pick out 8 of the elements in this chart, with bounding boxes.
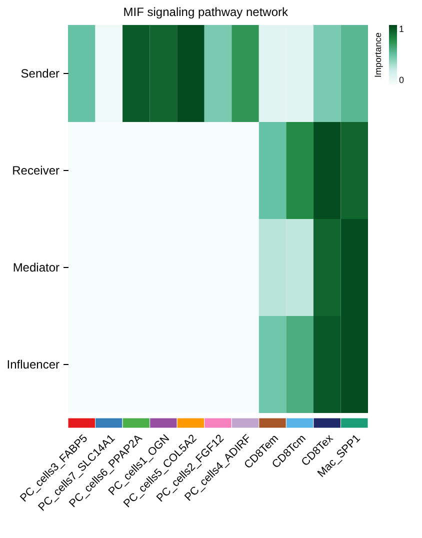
color-bar-title: Importance <box>373 32 383 78</box>
y-tick-label: Mediator <box>12 260 60 274</box>
color-bar-label: 0 <box>399 75 404 85</box>
color-bar-label: 1 <box>399 24 404 34</box>
y-tick-label: Sender <box>20 66 60 80</box>
y-tick-label: Influencer <box>6 358 60 372</box>
chart-title: MIF signaling pathway network <box>123 5 290 19</box>
y-tick-label: Receiver <box>12 164 60 178</box>
